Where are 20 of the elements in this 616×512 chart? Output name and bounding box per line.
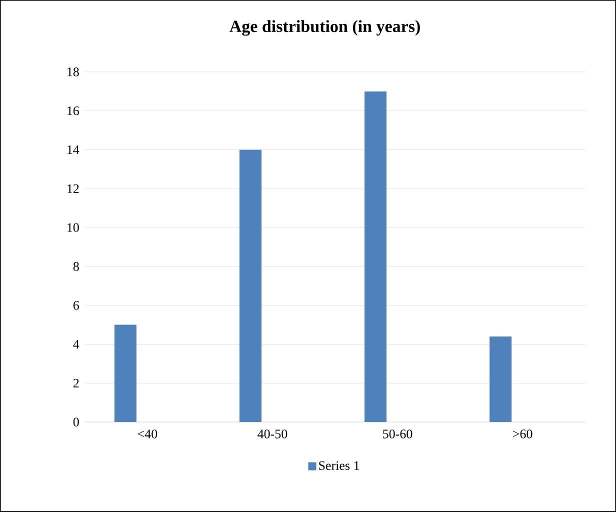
y-tick-label: 8 <box>73 262 79 271</box>
y-tick-label: 12 <box>68 184 79 193</box>
x-tick-label: >60 <box>513 430 532 438</box>
y-tick-label: 4 <box>73 340 80 349</box>
y-tick-label: 6 <box>73 300 80 310</box>
x-tick-label: 50-60 <box>383 430 412 438</box>
x-tick-label: 40-50 <box>258 430 288 438</box>
legend-label: Series 1 <box>319 461 360 470</box>
bar <box>239 150 262 422</box>
bar <box>114 324 136 422</box>
y-tick-label: 0 <box>73 418 79 426</box>
y-tick-label: 10 <box>68 223 79 232</box>
x-tick-label: <40 <box>138 430 158 438</box>
bar <box>490 336 512 422</box>
y-tick-label: 16 <box>68 106 80 116</box>
chart-title: Age distribution (in years) <box>230 20 420 36</box>
y-tick-label: 2 <box>73 378 79 388</box>
y-tick-label: 14 <box>68 145 80 154</box>
y-tick-label: 18 <box>68 68 79 76</box>
bar <box>364 91 387 422</box>
